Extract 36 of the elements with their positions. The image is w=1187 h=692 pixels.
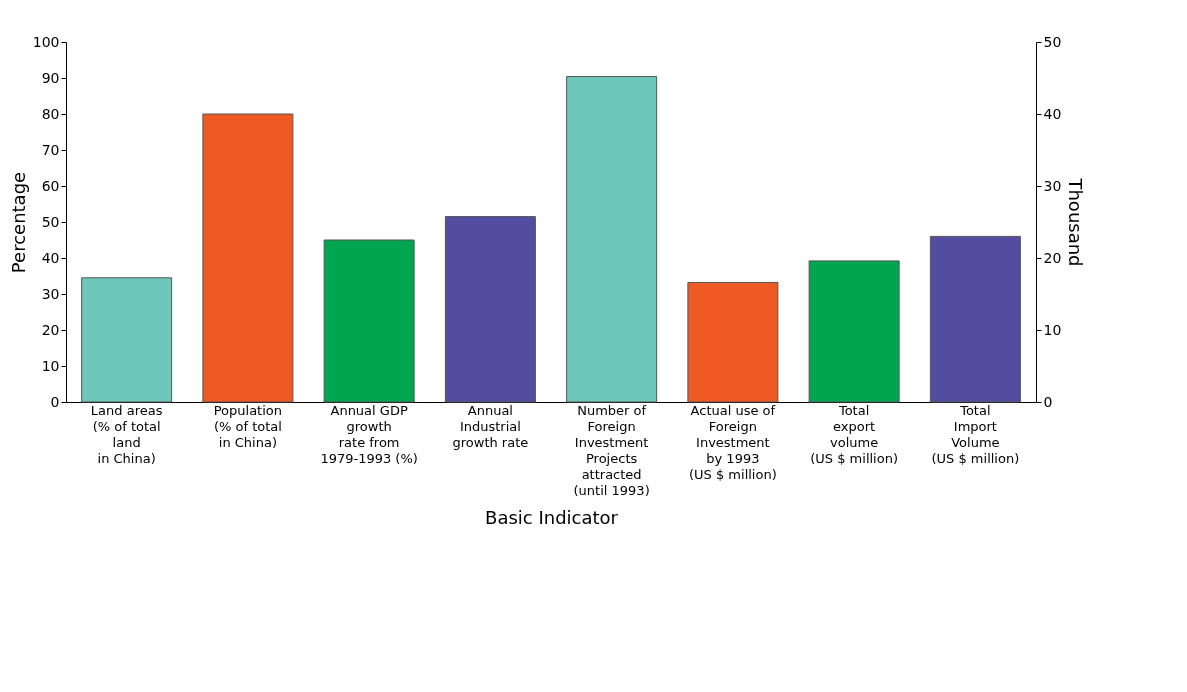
bar (808, 260, 900, 403)
y2-tick-label: 0 (1043, 393, 1053, 410)
y2-axis-title: Thousand (1065, 177, 1087, 267)
bar (687, 281, 779, 403)
y2-tick-label: 10 (1043, 321, 1062, 338)
x-tick-label: Number of Foreign Investment Projects attracted (until 1993) (573, 402, 650, 498)
x-tick-label: Total export volume (US $ million) (810, 402, 898, 466)
bar (202, 113, 294, 403)
y-tick-label: 100 (32, 33, 60, 50)
x-tick-label: Actual use of Foreign Investment by 1993 (US $ million) (689, 402, 777, 482)
y2-tick-label: 40 (1043, 105, 1062, 122)
y-tick-label: 50 (41, 213, 60, 230)
x-tick-label: Annual GDP growth rate from 1979-1993 (%) (320, 402, 418, 466)
x-tick-label: Land areas (% of total land in China) (90, 402, 163, 466)
x-tick-label: Population (% of total in China) (213, 402, 283, 450)
y-tick-label: 10 (41, 357, 60, 374)
x-tick-label: Total Import Volume (US $ million) (931, 402, 1020, 466)
y-tick-label: 0 (50, 393, 60, 410)
x-tick-label: Annual Industrial growth rate (452, 402, 529, 450)
y-tick-label: 90 (41, 69, 60, 86)
y-tick-label: 40 (41, 249, 60, 266)
y2-tick-label: 30 (1043, 177, 1062, 194)
bar (323, 239, 415, 403)
bar (81, 277, 173, 403)
y-tick-label: 60 (41, 177, 60, 194)
y-axis-title: Percentage (7, 171, 29, 274)
y2-tick-label: 50 (1043, 33, 1062, 50)
y-tick-label: 30 (41, 285, 60, 302)
y-tick-label: 20 (41, 321, 60, 338)
y-tick-label: 80 (41, 105, 60, 122)
bar (929, 235, 1021, 403)
x-axis-title: Basic Indicator (485, 506, 619, 528)
bar (566, 76, 658, 403)
y-tick-label: 70 (41, 141, 60, 158)
y2-tick-label: 20 (1043, 249, 1062, 266)
bar (444, 216, 536, 403)
